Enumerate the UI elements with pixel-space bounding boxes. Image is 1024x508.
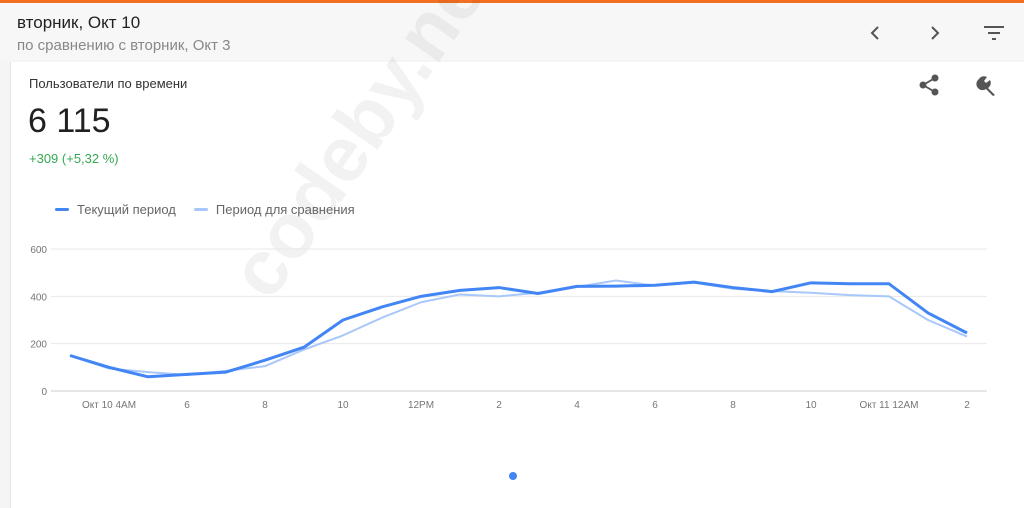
- card-title: Пользователи по времени: [29, 76, 188, 91]
- date-header: вторник, Окт 10 по сравнению с вторник, …: [0, 3, 1024, 60]
- legend-compare[interactable]: Период для сравнения: [193, 202, 355, 217]
- share-button[interactable]: [916, 72, 942, 98]
- x-tick-label: 8: [262, 400, 268, 411]
- share-icon: [919, 74, 939, 96]
- y-tick-label: 0: [41, 387, 47, 398]
- y-tick-label: 400: [30, 292, 47, 303]
- customize-button[interactable]: [974, 72, 1000, 98]
- chart-legend: Текущий период Период для сравнения: [55, 202, 355, 217]
- line-chart: 0 200 400 600 Окт 10 4AM 6 8 10 12PM 2 4 6 8 10 Окт 11…: [30, 245, 987, 411]
- legend-current[interactable]: Текущий период: [55, 202, 176, 217]
- x-tick-label: 10: [805, 400, 817, 411]
- y-tick-label: 600: [30, 245, 47, 256]
- x-tick-label: 6: [652, 400, 658, 411]
- chevron-left-icon: [870, 26, 879, 40]
- previous-button[interactable]: [861, 19, 889, 47]
- x-tick-label: 10: [337, 400, 349, 411]
- accent-bar: [0, 0, 1024, 3]
- x-tick-label: 2: [496, 400, 502, 411]
- metric-value: 6 115: [28, 102, 111, 140]
- x-tick-label: 6: [184, 400, 190, 411]
- x-tick-label: 4: [574, 400, 580, 411]
- legend-label: Текущий период: [77, 202, 176, 217]
- filter-button[interactable]: [980, 19, 1008, 47]
- next-button[interactable]: [921, 19, 949, 47]
- users-over-time-card: Пользователи по времени 6 115 +309 (+5,3…: [10, 0, 1024, 508]
- x-tick-label: Окт 11 12AM: [860, 400, 919, 411]
- filter-icon: [984, 26, 1004, 40]
- legend-label: Период для сравнения: [215, 202, 355, 217]
- metric-delta: +309 (+5,32 %): [29, 151, 119, 166]
- y-tick-label: 200: [30, 340, 47, 351]
- series-compare-line: [69, 279, 968, 376]
- x-tick-label: 8: [730, 400, 736, 411]
- chevron-right-icon: [931, 26, 940, 40]
- date-title: вторник, Окт 10: [17, 13, 141, 32]
- wrench-icon: [976, 76, 995, 96]
- series-current-line: [69, 280, 968, 379]
- x-tick-label: 12PM: [408, 400, 434, 411]
- page-indicator-dot[interactable]: [509, 472, 517, 480]
- comparison-subtitle: по сравнению с вторник, Окт 3: [17, 37, 231, 54]
- x-tick-label: Окт 10 4AM: [82, 400, 136, 411]
- x-tick-label: 2: [964, 400, 970, 411]
